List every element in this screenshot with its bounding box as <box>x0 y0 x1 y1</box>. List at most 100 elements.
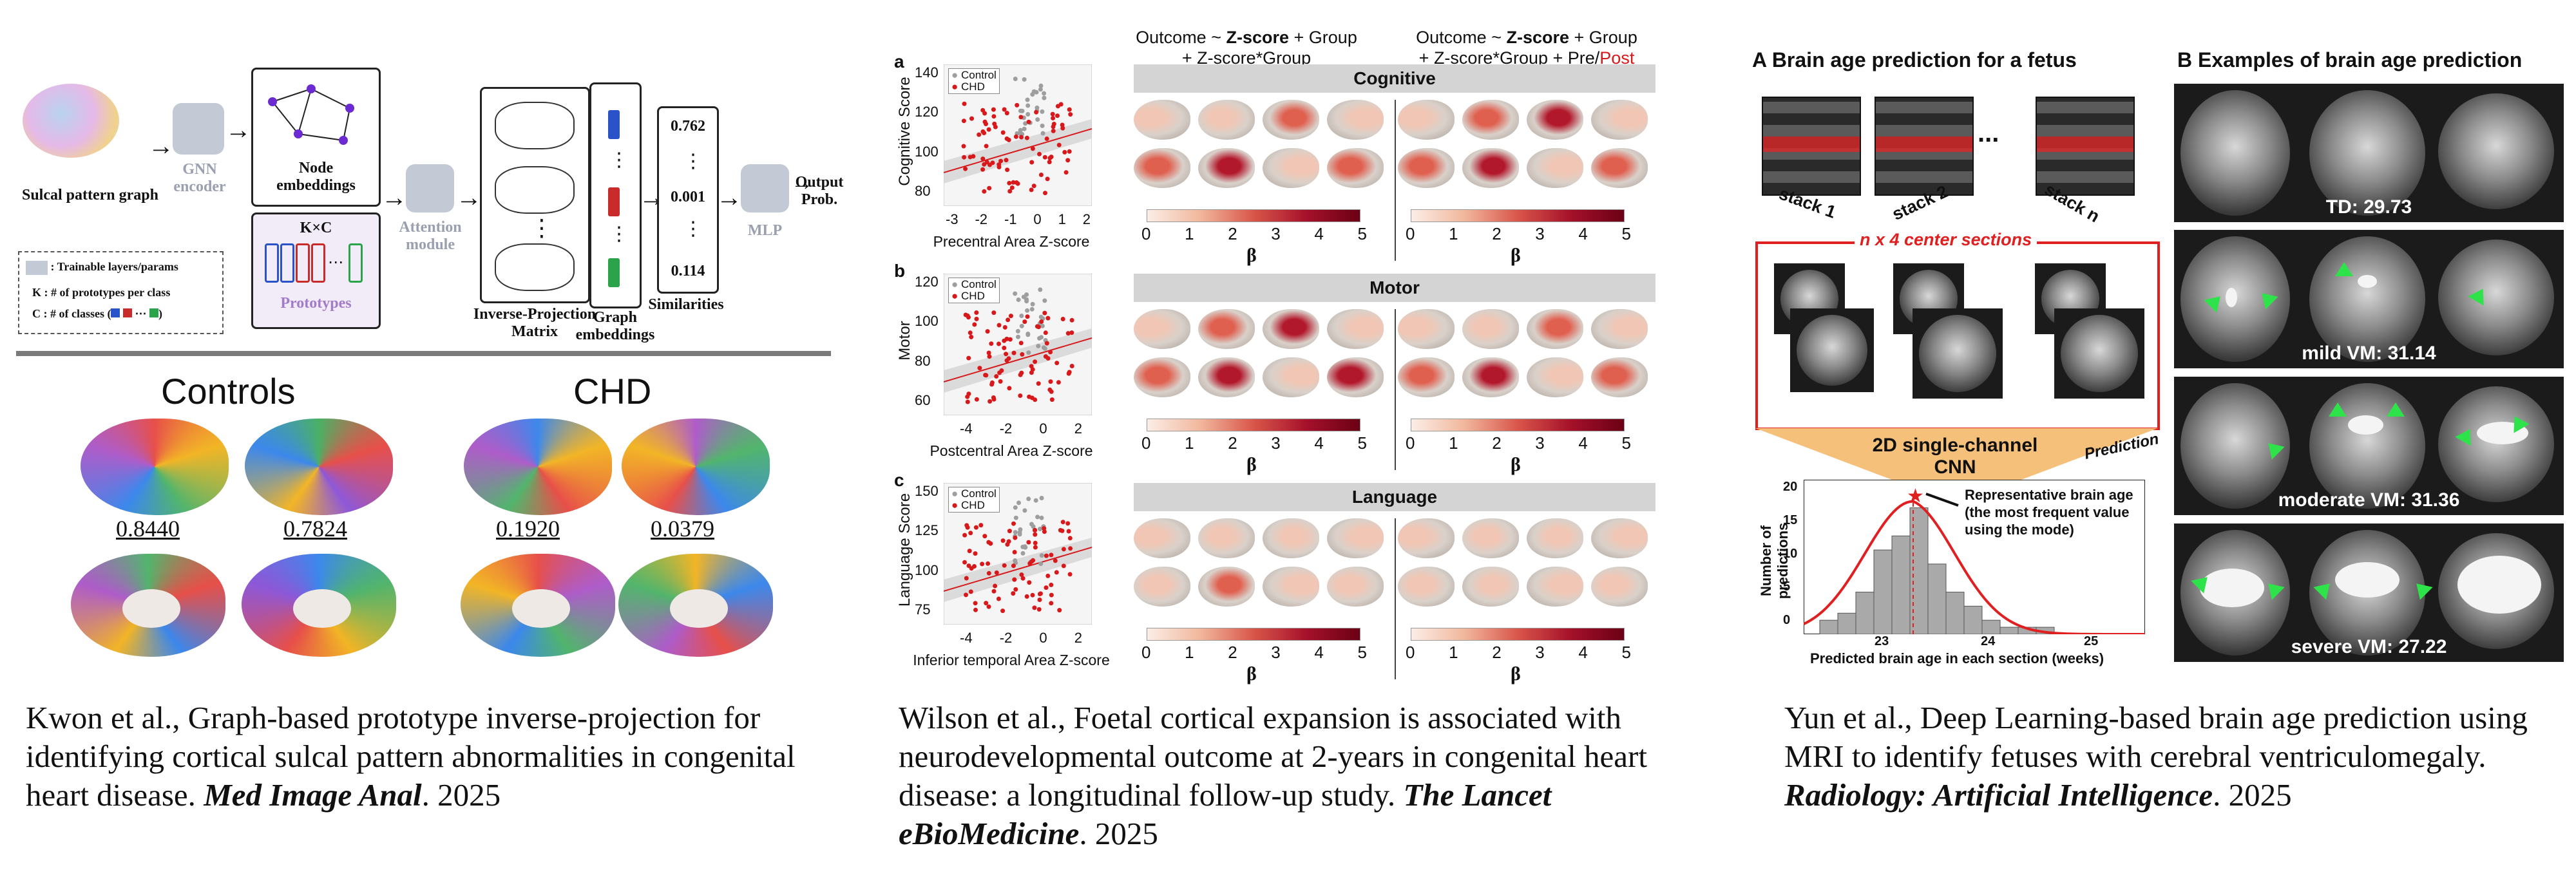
yticks: 140 120 100 80 <box>915 64 939 199</box>
brain-surface <box>1263 357 1319 397</box>
chd-label: CHD <box>573 371 652 411</box>
divider-vertical <box>1395 309 1396 470</box>
brain-heatmap-grid <box>1398 309 1655 406</box>
histogram-bar <box>1999 627 2019 634</box>
rep-label: Representative brain age (the most frequ… <box>1965 487 2133 538</box>
scatter-point <box>1024 299 1029 304</box>
scatter-point <box>1026 540 1031 545</box>
brain-surface <box>1327 100 1384 140</box>
scatter-point <box>1038 314 1044 319</box>
scatter-point <box>1019 314 1024 318</box>
scatter-point <box>1013 505 1018 510</box>
brain-surface <box>1398 148 1455 188</box>
center-sections-box: n x 4 center sections <box>1755 230 2160 430</box>
journal-name: Med Image Anal <box>204 777 422 813</box>
fitted-curve <box>1804 500 2145 634</box>
scatter-point <box>978 523 984 528</box>
scatter-point <box>1004 111 1009 116</box>
scatter-point <box>1002 107 1007 112</box>
scatter-point <box>1013 291 1018 296</box>
graph-embeddings-box: ⋮ ⋮ <box>589 82 642 308</box>
inverse-projection-label: Inverse-Projection Matrix <box>473 306 596 340</box>
caption-wilson: Wilson et al., Foetal cortical expansion… <box>899 700 1647 851</box>
brain-surface <box>1263 518 1319 558</box>
scatter-point <box>984 601 989 606</box>
scatter-point <box>997 323 1002 328</box>
sim-value: 0.001 <box>671 189 705 205</box>
scatter-point <box>986 571 991 576</box>
scatter-point <box>983 373 988 377</box>
example-label: moderate VM: 31.36 <box>2278 489 2460 511</box>
scatter-point <box>1049 582 1054 587</box>
brain-surface <box>1263 309 1319 349</box>
sulcal-graph-image <box>23 84 119 158</box>
scatter-point <box>1013 587 1018 592</box>
scatter-point <box>1012 577 1017 582</box>
divider <box>16 351 831 356</box>
node-embeddings-label: Node embeddings <box>276 160 356 194</box>
scatter-point <box>1011 350 1016 355</box>
brain-control-2 <box>245 419 393 515</box>
histogram: ★ <box>1804 480 2145 634</box>
scatter-point <box>1056 142 1062 147</box>
divider-vertical <box>1395 100 1396 261</box>
mode-star-icon: ★ <box>1907 486 1924 507</box>
scatter-point <box>1031 184 1036 189</box>
scatter-ylabel: Cognitive Score <box>896 77 913 186</box>
scatter-point <box>1018 108 1023 113</box>
scatter-point <box>1022 544 1027 549</box>
beta-label: β <box>1511 663 1521 684</box>
scatter-point <box>974 310 979 315</box>
scatter-point <box>1021 294 1026 299</box>
brain-surface <box>1591 148 1648 188</box>
scatter-point <box>1065 521 1071 526</box>
score-label: 0.1920 <box>496 516 560 542</box>
scatter-point <box>967 549 972 554</box>
scatter-point <box>1045 316 1051 321</box>
scatter-point <box>1002 563 1007 568</box>
scatter-point <box>1060 520 1065 525</box>
scatter-point <box>994 374 999 379</box>
mlp-label: MLP <box>747 222 783 239</box>
scatter-point <box>1067 107 1072 112</box>
similarities-box: 0.762 ⋮ 0.001 ⋮ 0.114 <box>657 106 719 294</box>
scatter-xlabel: Postcentral Area Z-score <box>930 442 1093 459</box>
legend-trainable: : Trainable layers/params <box>50 260 178 273</box>
scatter-point <box>1013 515 1018 520</box>
scatter-point <box>1009 185 1015 190</box>
scatter-point <box>1036 381 1041 386</box>
sim-value: 0.114 <box>671 263 705 279</box>
scatter-point <box>1011 591 1016 596</box>
scatter-point <box>1014 180 1019 185</box>
scatter-point <box>1018 115 1024 120</box>
formula-left: Outcome ~ Z-score + Group + Z-score*Group <box>1136 28 1357 68</box>
scatter-point <box>1042 91 1047 96</box>
scatter-point <box>1045 176 1050 182</box>
xticks: -3 -2 -1 0 1 2 <box>946 211 1091 227</box>
scatter-point <box>968 589 973 594</box>
scatter-point <box>1029 187 1034 193</box>
scatter-point <box>1026 119 1031 124</box>
scatter-point <box>1065 331 1071 336</box>
scatter-point <box>1036 325 1041 330</box>
brain-surface <box>1263 100 1319 140</box>
scatter-point <box>1019 323 1024 328</box>
scatter-point <box>1004 352 1009 357</box>
scatter-point <box>966 315 971 320</box>
scatter-point <box>969 116 974 121</box>
histogram-bar <box>1945 592 1965 634</box>
brain-control-4 <box>242 554 396 657</box>
brain-surface <box>1462 567 1519 607</box>
kxc-label: K×C <box>300 220 332 236</box>
scatter-point <box>1047 160 1052 165</box>
scatter-point <box>1049 592 1054 598</box>
example-label: mild VM: 31.14 <box>2302 343 2436 364</box>
scatter-point <box>1022 319 1027 325</box>
scatter-point <box>1038 591 1043 596</box>
scatter-point <box>1015 102 1020 108</box>
scatter-point <box>1037 151 1042 156</box>
scatter-point <box>1000 130 1006 135</box>
